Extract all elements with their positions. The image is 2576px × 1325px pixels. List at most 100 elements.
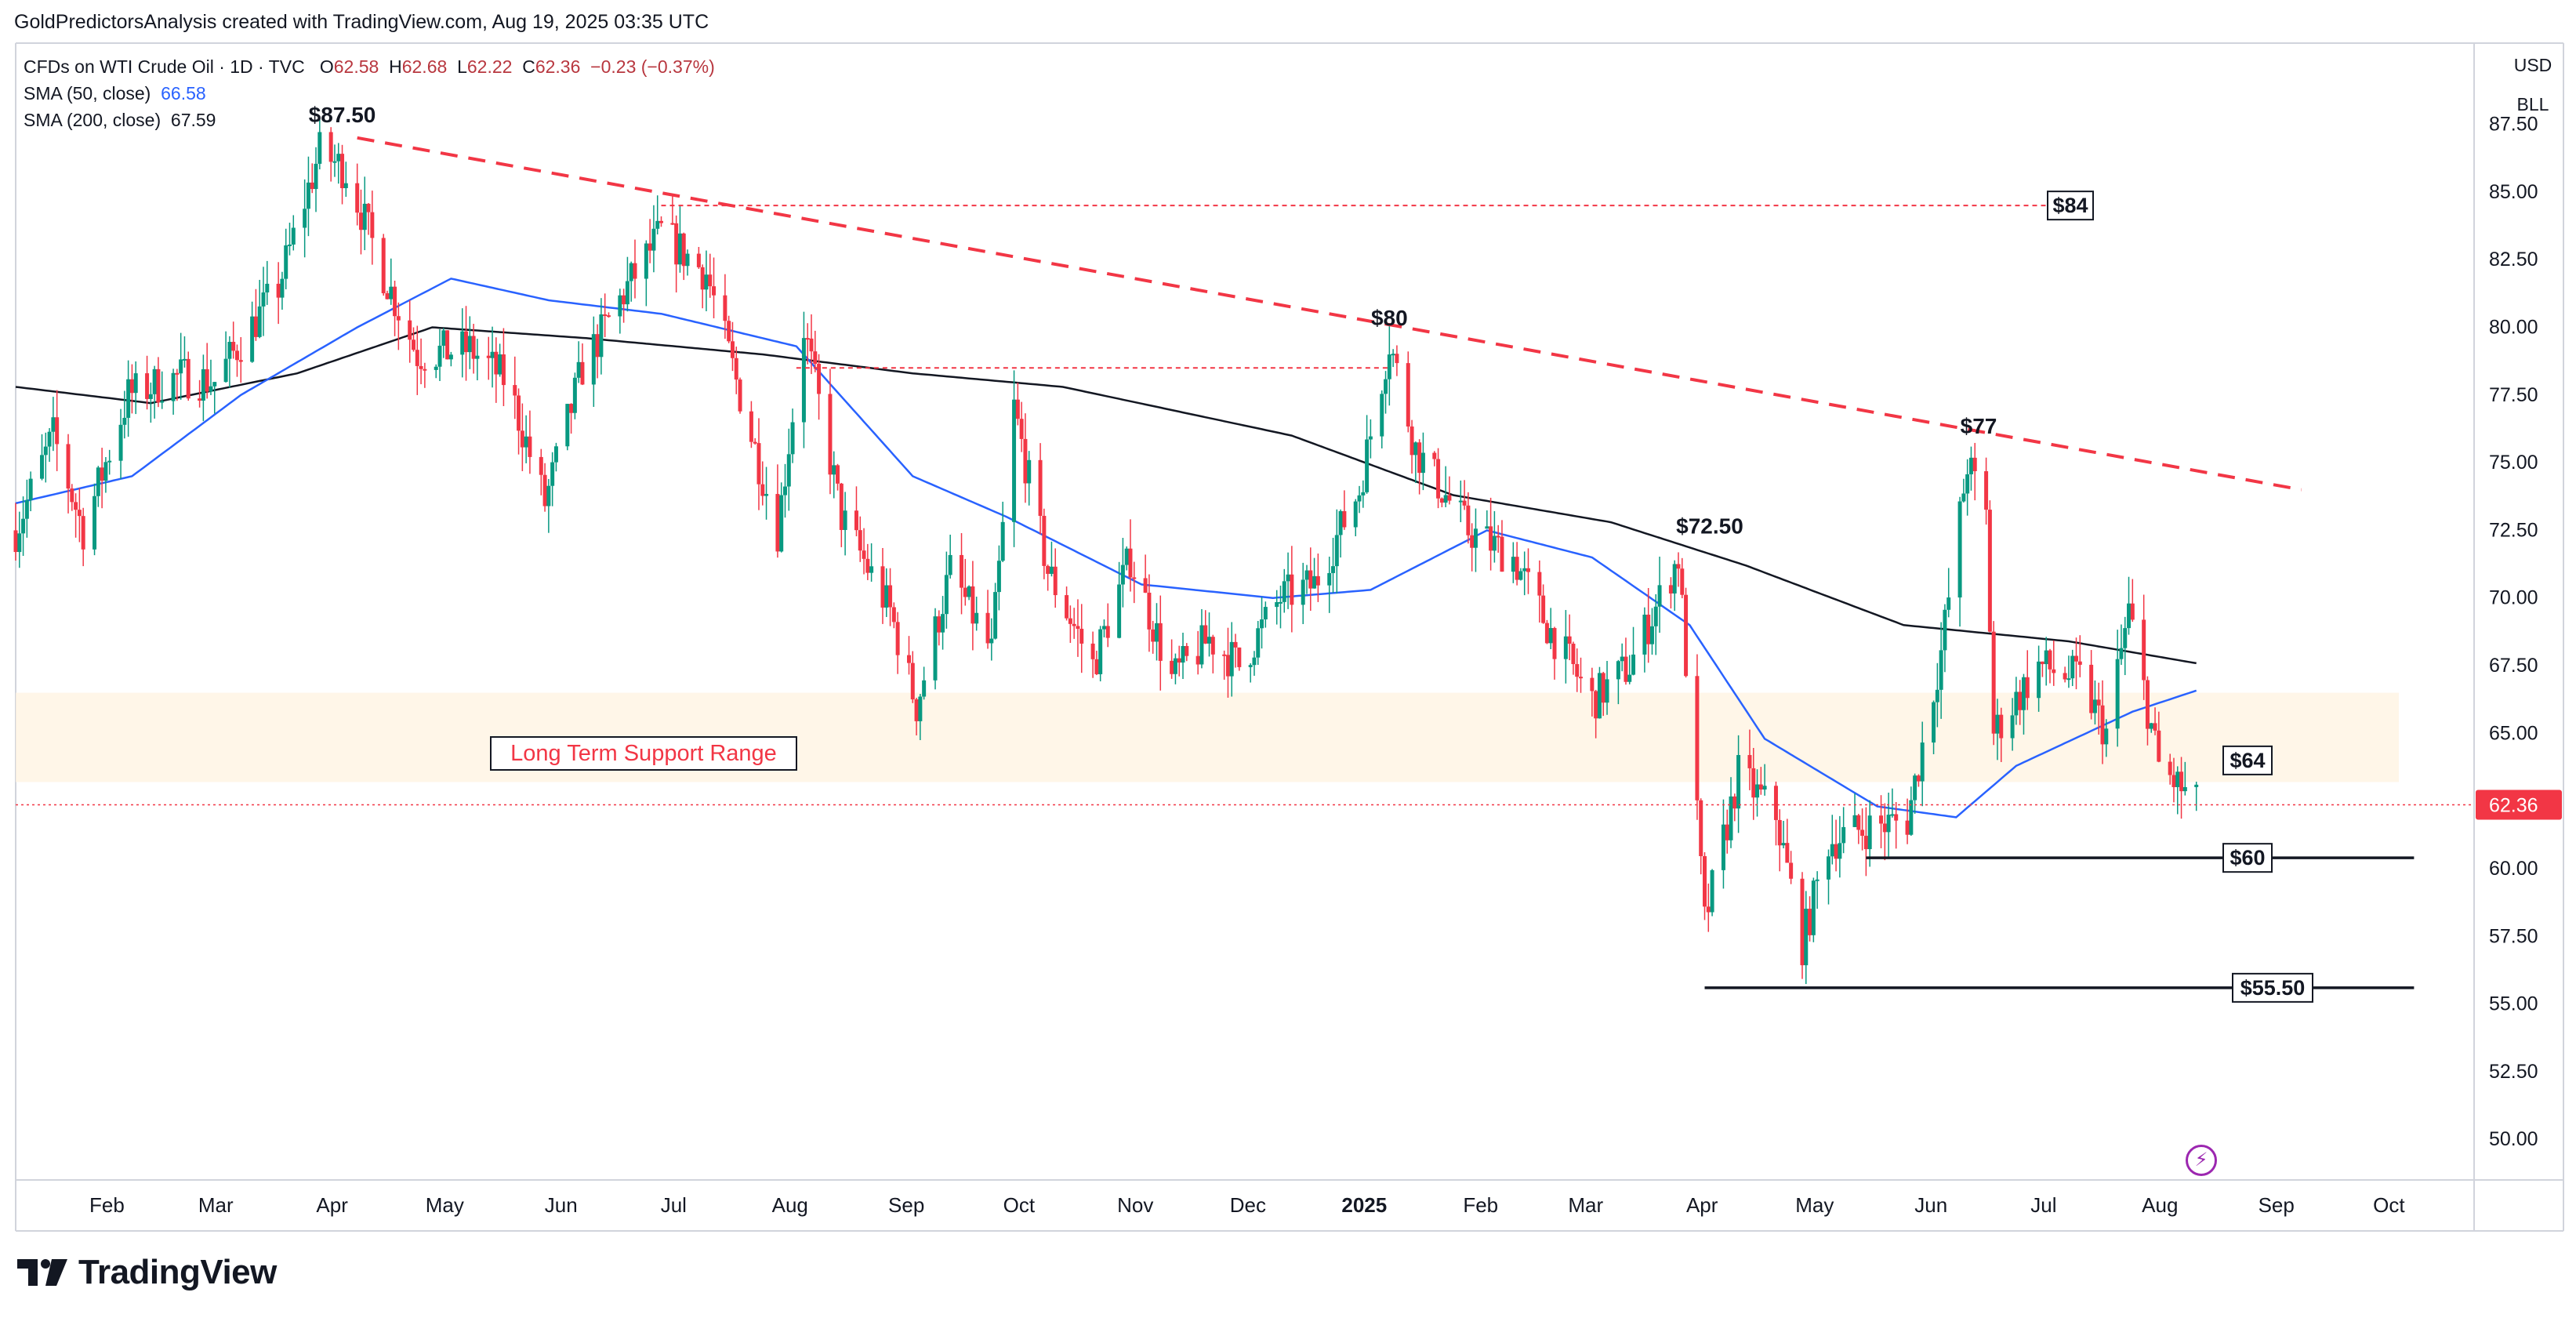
candle-body (1000, 521, 1005, 561)
candle (234, 344, 239, 377)
candle (1624, 637, 1628, 685)
candle-body (1947, 597, 1951, 610)
candle-body (948, 554, 952, 575)
candle (13, 503, 18, 561)
candle-body (198, 398, 202, 401)
candle-body (1473, 528, 1478, 548)
candle (1672, 560, 1677, 612)
candle-body (1065, 595, 1069, 619)
candle (1410, 419, 1414, 474)
candle (1947, 568, 1951, 618)
candle (895, 612, 900, 674)
candle-body (133, 373, 138, 394)
candle (985, 590, 990, 649)
candle-body (1380, 394, 1384, 437)
symbol-name[interactable]: CFDs on WTI Crude Oil · 1D · TVC (24, 56, 305, 77)
candle-body (895, 622, 900, 655)
symbol-row[interactable]: CFDs on WTI Crude Oil · 1D · TVC O62.58 … (24, 53, 715, 80)
candle-body (464, 331, 469, 353)
candle (1132, 561, 1137, 604)
tradingview-logo-icon (17, 1259, 67, 1286)
support-range-label-box (490, 736, 797, 771)
candle (1098, 626, 1103, 682)
candle-body (1957, 501, 1962, 598)
candle-body (201, 368, 205, 401)
candle-body (2052, 669, 2056, 673)
candle (2014, 677, 2019, 725)
sma50-row[interactable]: SMA (50, close) 66.58 (24, 80, 715, 107)
tradingview-logo[interactable]: TradingView (17, 1253, 277, 1292)
candle-body (303, 209, 307, 228)
candle-body (618, 295, 622, 317)
candle-body (389, 286, 394, 299)
candle (1420, 432, 1425, 491)
candle-body (1544, 623, 1549, 644)
candle (1684, 587, 1689, 678)
candle-body (1331, 566, 1336, 573)
level-55-50-tag: $55.50 (2232, 972, 2313, 1003)
unit-button[interactable]: BLL (2516, 94, 2549, 114)
candle-body (1785, 843, 1790, 863)
candle-body (801, 338, 806, 423)
candle (914, 697, 919, 735)
candle-body (2119, 648, 2124, 659)
candle-body (1023, 438, 1028, 484)
candle-body (786, 454, 791, 487)
candle (1436, 448, 1441, 509)
candle (1046, 564, 1050, 591)
candle-body (1601, 673, 1605, 703)
candle-body (1072, 623, 1076, 626)
price-axis: 87.50 85.00 82.50 80.00 77.50 75.00 72.50 70.00… (2476, 114, 2562, 1150)
candle-body (843, 510, 847, 530)
candle (1642, 607, 1647, 673)
candle-body (1447, 495, 1452, 501)
candle-body (1395, 354, 1399, 364)
bolt-icon[interactable]: ⚡ (2186, 1145, 2217, 1176)
candle (524, 415, 528, 463)
candle-body (1830, 844, 1834, 857)
candle (1680, 557, 1685, 599)
candle-body (1579, 677, 1584, 679)
candle-body (1995, 714, 2000, 734)
candle (17, 511, 22, 568)
level-64-tag-text: $64 (2230, 749, 2265, 772)
candle (257, 279, 262, 339)
x-tick-label: May (1795, 1193, 1834, 1217)
candle (175, 368, 180, 401)
candle-body (1999, 714, 2004, 739)
candle (227, 336, 232, 388)
candle-body (1939, 650, 1943, 690)
candle-body (1252, 657, 1257, 666)
candle (869, 543, 874, 582)
candle-body (1098, 629, 1103, 674)
candle (2175, 766, 2180, 815)
candle (156, 357, 161, 408)
candle-body (629, 263, 633, 281)
candle-body (542, 474, 547, 506)
candle-body (1751, 768, 1756, 798)
candle-body (1154, 623, 1159, 642)
candle-body (1485, 526, 1489, 529)
candle-body (1278, 601, 1283, 604)
x-tick-label: Feb (89, 1193, 125, 1217)
candle (1079, 604, 1084, 673)
candle (441, 328, 446, 358)
candle-body (2171, 775, 2176, 787)
candle-body (129, 379, 134, 394)
candle (340, 144, 345, 205)
candle (1646, 588, 1651, 663)
candle (1342, 490, 1347, 530)
candle (1101, 619, 1106, 637)
candle-body (2048, 650, 2052, 670)
currency-button[interactable]: USD (2513, 55, 2552, 75)
candle-body (280, 278, 285, 298)
candle-body (24, 499, 29, 519)
peak-77-label: $77 (1961, 414, 1997, 438)
sma200-row[interactable]: SMA (200, close) 67.59 (24, 107, 715, 133)
candle-body (261, 292, 266, 307)
candle (2025, 650, 2030, 710)
candle (74, 493, 78, 538)
candle (670, 194, 675, 225)
candle (786, 428, 791, 511)
